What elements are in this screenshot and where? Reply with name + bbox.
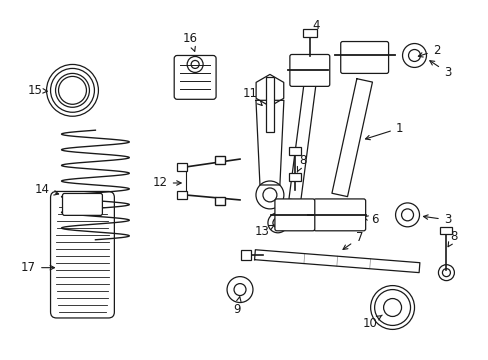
Circle shape bbox=[187, 57, 203, 72]
Text: 2: 2 bbox=[318, 216, 335, 229]
FancyBboxPatch shape bbox=[313, 199, 365, 231]
FancyBboxPatch shape bbox=[289, 54, 329, 86]
Text: 9: 9 bbox=[233, 297, 241, 316]
Text: 3: 3 bbox=[429, 61, 450, 79]
Text: 16: 16 bbox=[183, 32, 197, 51]
Text: 15: 15 bbox=[28, 84, 47, 97]
Text: 3: 3 bbox=[423, 213, 450, 226]
Text: 7: 7 bbox=[342, 231, 363, 249]
Polygon shape bbox=[288, 85, 315, 201]
Circle shape bbox=[287, 208, 301, 222]
Bar bbox=[241, 250, 250, 260]
Bar bbox=[215, 197, 224, 205]
Text: 1: 1 bbox=[365, 122, 403, 140]
Text: 10: 10 bbox=[362, 315, 382, 330]
Circle shape bbox=[438, 265, 453, 280]
Bar bbox=[440, 227, 451, 234]
FancyBboxPatch shape bbox=[174, 55, 216, 99]
Text: 4: 4 bbox=[309, 19, 319, 35]
FancyBboxPatch shape bbox=[50, 192, 114, 318]
Bar bbox=[288, 147, 300, 155]
Polygon shape bbox=[256, 75, 283, 106]
Text: 13: 13 bbox=[254, 225, 274, 238]
Bar bbox=[302, 28, 316, 37]
Bar bbox=[265, 77, 273, 132]
Text: 8: 8 bbox=[297, 154, 306, 172]
Circle shape bbox=[302, 63, 316, 77]
Polygon shape bbox=[331, 79, 372, 197]
Text: 11: 11 bbox=[242, 87, 262, 105]
Text: 14: 14 bbox=[35, 184, 59, 197]
Text: 2: 2 bbox=[418, 44, 439, 57]
Polygon shape bbox=[255, 100, 284, 185]
FancyBboxPatch shape bbox=[62, 193, 102, 215]
FancyBboxPatch shape bbox=[274, 199, 314, 231]
Text: 6: 6 bbox=[363, 213, 378, 226]
Circle shape bbox=[331, 207, 347, 223]
Bar bbox=[177, 191, 187, 199]
FancyBboxPatch shape bbox=[340, 41, 388, 73]
Circle shape bbox=[356, 51, 372, 67]
Bar bbox=[288, 173, 300, 181]
Text: 6: 6 bbox=[290, 56, 306, 69]
Text: 5: 5 bbox=[280, 220, 292, 234]
Text: 12: 12 bbox=[152, 176, 181, 189]
Polygon shape bbox=[254, 250, 419, 273]
Text: 17: 17 bbox=[21, 261, 54, 274]
Text: 8: 8 bbox=[447, 230, 457, 247]
Circle shape bbox=[74, 194, 90, 210]
Bar bbox=[177, 163, 187, 171]
Bar bbox=[215, 156, 224, 164]
